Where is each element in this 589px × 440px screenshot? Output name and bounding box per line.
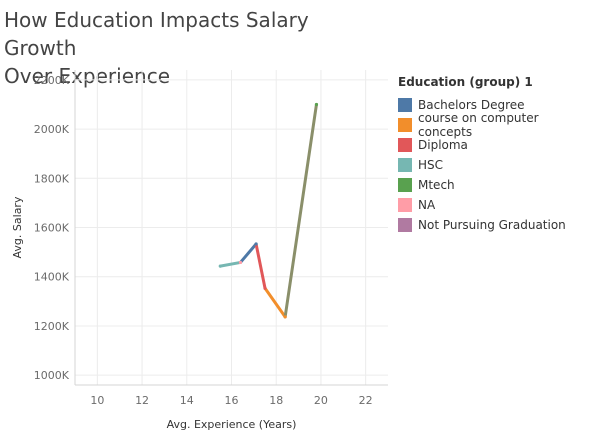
- legend-swatch: [398, 138, 412, 152]
- legend-label: Mtech: [418, 178, 455, 192]
- x-tick-label: 10: [90, 394, 104, 407]
- legend-swatch: [398, 178, 412, 192]
- series-segment: [240, 244, 256, 262]
- y-axis-title: Avg. Salary: [11, 196, 24, 258]
- legend-swatch: [398, 98, 412, 112]
- data-point[interactable]: [263, 287, 266, 290]
- series-segment: [265, 288, 285, 317]
- data-point[interactable]: [239, 261, 242, 264]
- data-point[interactable]: [284, 315, 287, 318]
- series-lines: [219, 103, 318, 319]
- axes: 10 12 14 16 18 20 22 1000K 1200K 1400K 1600K 1800K 2…: [34, 70, 388, 407]
- legend-swatch: [398, 158, 412, 172]
- legend-label: course on computer concepts: [418, 111, 586, 139]
- legend-swatch: [398, 218, 412, 232]
- legend-label: Diploma: [418, 138, 468, 152]
- y-tick-label: 1400K: [34, 271, 70, 284]
- x-tick-label: 18: [269, 394, 283, 407]
- legend-label: HSC: [418, 158, 443, 172]
- legend-items: Bachelors Degree course on computer conce…: [398, 95, 586, 235]
- legend: Education (group) 1 Bachelors Degree cour…: [398, 75, 586, 235]
- y-tick-label: 1800K: [34, 172, 70, 185]
- legend-title: Education (group) 1: [398, 75, 586, 89]
- legend-item[interactable]: HSC: [398, 155, 586, 175]
- y-tick-label: 1000K: [34, 369, 70, 382]
- x-tick-label: 16: [225, 394, 239, 407]
- legend-label: NA: [418, 198, 435, 212]
- x-tick-label: 20: [314, 394, 328, 407]
- data-point[interactable]: [315, 103, 318, 106]
- y-tick-label: 2200K: [34, 74, 70, 87]
- x-tick-label: 14: [180, 394, 194, 407]
- series-segment: [285, 104, 316, 316]
- data-point[interactable]: [254, 242, 257, 245]
- legend-swatch: [398, 198, 412, 212]
- x-tick-label: 12: [135, 394, 149, 407]
- x-tick-label: 22: [359, 394, 373, 407]
- data-point[interactable]: [219, 265, 222, 268]
- legend-item[interactable]: Mtech: [398, 175, 586, 195]
- y-tick-label: 1200K: [34, 320, 70, 333]
- series-segment: [256, 244, 265, 288]
- legend-item[interactable]: course on computer concepts: [398, 115, 586, 135]
- x-axis-title: Avg. Experience (Years): [167, 418, 297, 431]
- series-segment: [220, 262, 240, 266]
- y-tick-label: 1600K: [34, 222, 70, 235]
- legend-label: Not Pursuing Graduation: [418, 218, 566, 232]
- legend-swatch: [398, 118, 412, 132]
- legend-item[interactable]: Not Pursuing Graduation: [398, 215, 586, 235]
- legend-item[interactable]: NA: [398, 195, 586, 215]
- legend-label: Bachelors Degree: [418, 98, 525, 112]
- gridlines: [75, 70, 388, 385]
- y-tick-label: 2000K: [34, 123, 70, 136]
